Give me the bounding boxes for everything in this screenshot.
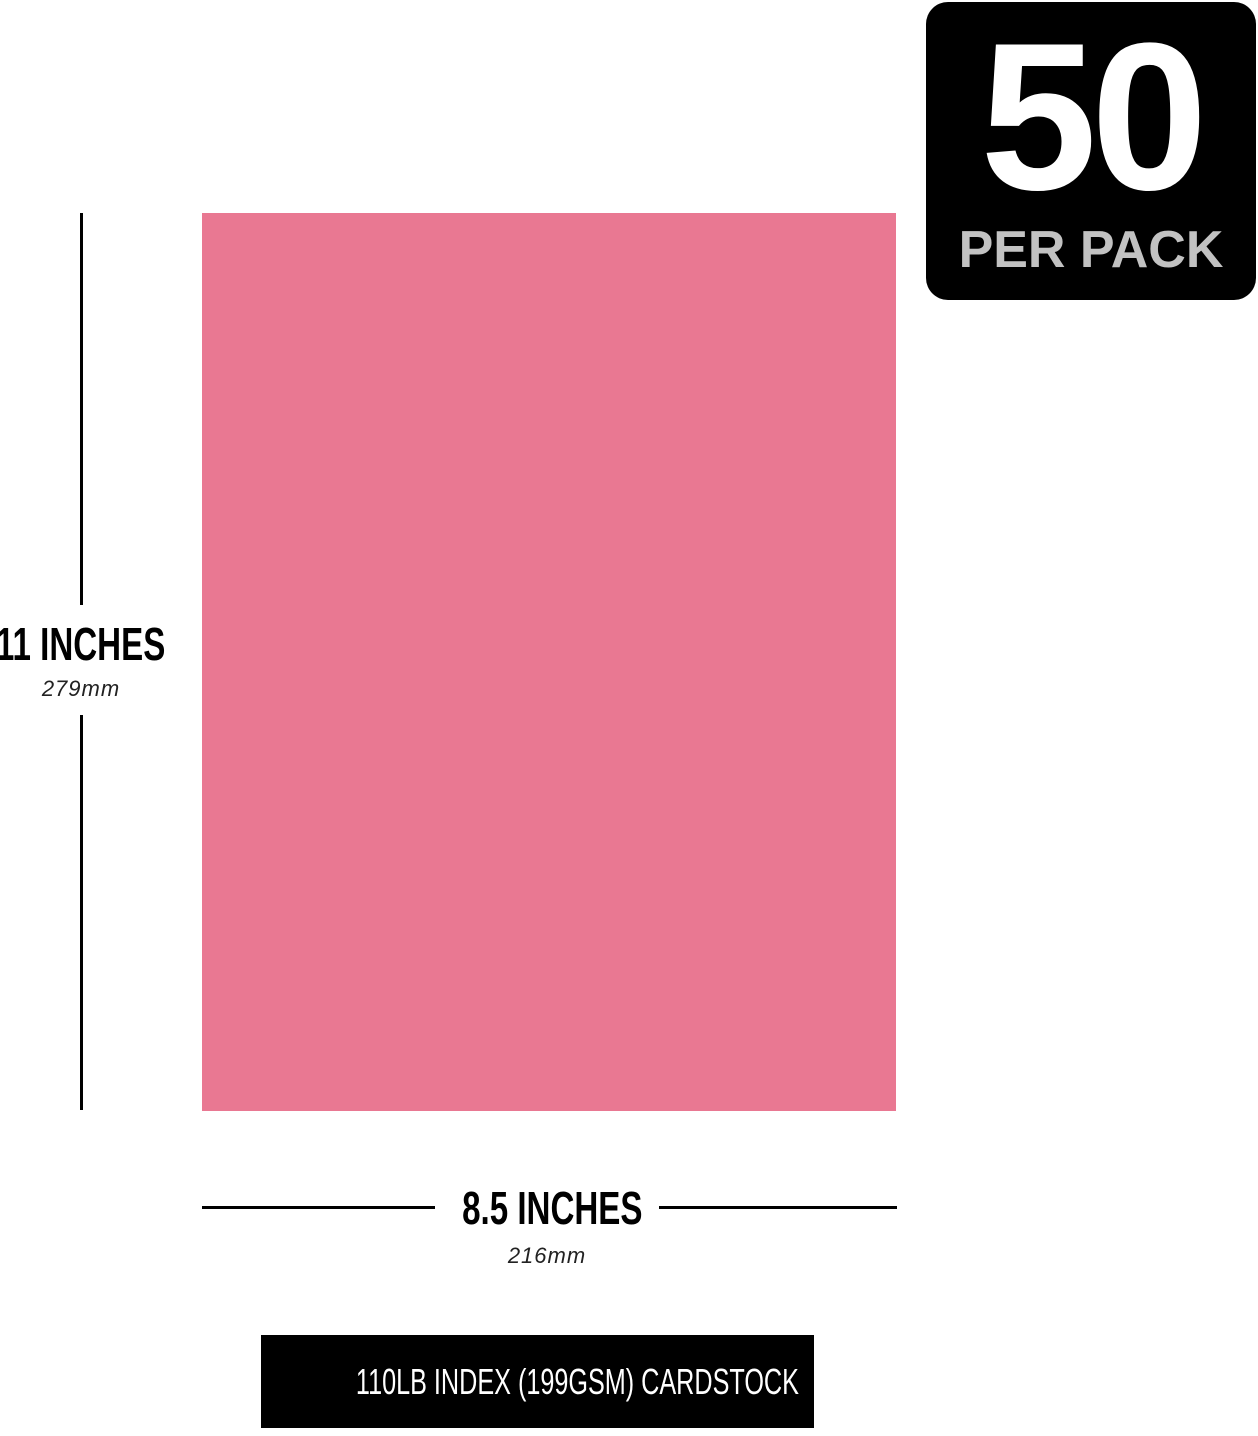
width-dimension-line-left xyxy=(202,1206,435,1209)
width-label: 8.5 INCHES xyxy=(462,1182,643,1234)
height-dimension-line-bottom xyxy=(80,715,83,1110)
cardstock-sheet xyxy=(202,213,896,1111)
height-metric: 279mm xyxy=(41,676,121,701)
pack-count: 50 xyxy=(980,0,1208,234)
pack-count-label: PER PACK xyxy=(958,221,1224,279)
paper-weight-label: 110LB INDEX (199GSM) CARDSTOCK xyxy=(355,1361,799,1402)
width-dimension-line-right xyxy=(659,1206,897,1209)
width-label-wrap: 8.5 INCHES xyxy=(427,1184,667,1232)
height-dimension-line-top xyxy=(80,213,83,605)
height-label-wrap: 11 INCHES xyxy=(0,620,202,668)
pack-count-badge: 50 PER PACK xyxy=(926,2,1256,300)
paper-weight-banner: 110LB INDEX (199GSM) CARDSTOCK xyxy=(261,1335,814,1428)
height-label: 11 INCHES xyxy=(0,618,166,670)
width-metric: 216mm xyxy=(507,1243,587,1268)
